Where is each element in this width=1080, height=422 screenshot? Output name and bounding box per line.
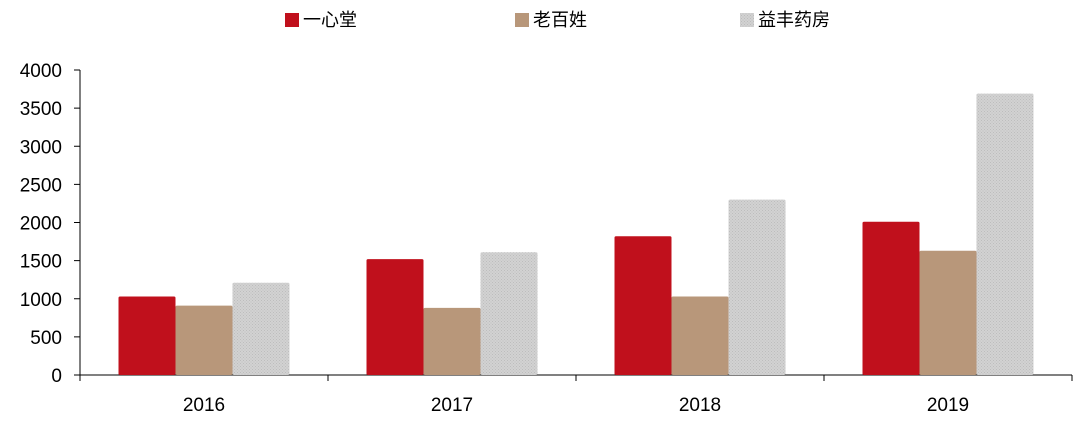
y-tick-label: 1500 (20, 252, 62, 273)
legend-label-2: 益丰药房 (758, 10, 830, 31)
x-tick-label: 2016 (183, 395, 225, 416)
x-tick-label: 2019 (927, 395, 969, 416)
bar-2-2016 (232, 282, 290, 375)
bar-1-2019 (919, 250, 977, 375)
legend-label-1: 老百姓 (533, 10, 587, 31)
y-tick-label: 3500 (20, 99, 62, 120)
x-axis: 2016 2017 2018 2019 (79, 374, 1073, 416)
legend: 一心堂 老百姓 益丰药房 (285, 10, 830, 31)
y-tick-label: 2000 (20, 214, 62, 235)
y-tick-label: 500 (30, 328, 62, 349)
bar-0-2019 (862, 221, 920, 375)
y-tick-label: 2500 (20, 175, 62, 196)
bar-0-2016 (118, 296, 176, 375)
y-tick-label: 1000 (20, 290, 62, 311)
legend-swatch-0 (285, 13, 299, 27)
bar-0-2018 (614, 236, 672, 375)
y-tick-label: 4000 (20, 61, 62, 82)
bar-2-2017 (480, 252, 538, 375)
bar-1-2016 (175, 305, 233, 375)
y-tick-label: 0 (51, 366, 62, 387)
bar-0-2017 (366, 259, 424, 375)
y-tick-label: 3000 (20, 137, 62, 158)
legend-label-0: 一心堂 (303, 10, 357, 31)
bar-1-2018 (671, 296, 729, 375)
x-tick-label: 2017 (431, 395, 473, 416)
bars (118, 93, 1034, 375)
x-tick-label: 2018 (679, 395, 721, 416)
bar-2-2018 (728, 199, 786, 375)
y-axis: 0 500 1000 1500 2000 2500 3000 3500 4000 (20, 61, 81, 387)
bar-2-2019 (976, 93, 1034, 375)
bar-1-2017 (423, 307, 481, 375)
legend-swatch-2 (740, 13, 754, 27)
legend-swatch-1 (515, 13, 529, 27)
